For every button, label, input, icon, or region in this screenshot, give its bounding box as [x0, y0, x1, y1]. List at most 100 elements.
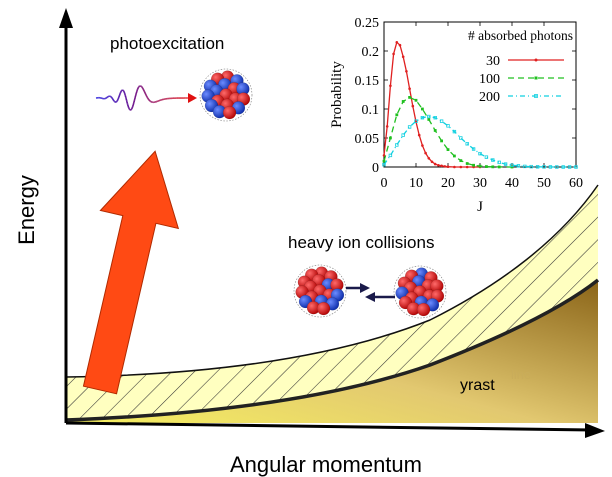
photoexcitation-label: photoexcitation: [110, 34, 224, 53]
data-point: [408, 87, 411, 90]
data-point: [421, 144, 424, 147]
data-point: [389, 136, 392, 140]
data-point: [411, 104, 415, 108]
data-point: [395, 143, 399, 147]
data-point: [420, 116, 425, 120]
y-axis-arrowhead: [59, 8, 73, 28]
data-point: [510, 163, 514, 167]
data-point: [427, 157, 431, 160]
data-point: [446, 148, 450, 151]
inset-chart: 0 10 20 30 40 50 60 0 0.05 0.1 0.15 0.2 0.25 J Probabi…: [329, 16, 583, 215]
data-point: [382, 162, 386, 167]
x-axis-label: Angular momentum: [230, 452, 422, 477]
data-point: [443, 165, 447, 168]
data-point: [401, 133, 405, 137]
data-point: [427, 114, 431, 119]
data-point: [421, 107, 424, 111]
data-point: [485, 165, 488, 168]
data-point: [392, 52, 395, 56]
legend-entry-200: 200: [479, 90, 500, 105]
data-point: [465, 162, 469, 165]
data-point: [529, 164, 533, 169]
data-point: [417, 133, 421, 137]
data-point: [401, 55, 405, 59]
data-point: [459, 136, 463, 140]
x-axis-arrowhead: [585, 423, 605, 438]
y-tick-label: 0.2: [362, 45, 380, 60]
yrast-region: [66, 280, 598, 423]
nucleus-icon: [199, 68, 253, 122]
data-point: [398, 43, 402, 47]
data-point: [516, 164, 521, 168]
data-point: [408, 96, 411, 99]
y-tick-label: 0: [372, 161, 379, 176]
data-point: [497, 160, 501, 165]
inset-y-label: Probability: [329, 61, 345, 128]
legend-marker: [534, 76, 538, 80]
legend-entry-100: 100: [479, 72, 500, 87]
data-point: [452, 129, 457, 134]
collisions-label: heavy ion collisions: [288, 233, 434, 252]
data-point: [459, 159, 463, 163]
legend-entry-30: 30: [486, 54, 500, 69]
y-tick-label: 0.15: [355, 74, 380, 89]
band-upper-boundary: [65, 184, 599, 378]
data-point: [574, 165, 578, 169]
data-point: [542, 165, 546, 169]
data-point: [407, 125, 412, 129]
data-point: [446, 124, 450, 128]
collision-arrows-icon: [346, 283, 395, 302]
data-point: [382, 154, 386, 157]
data-point: [414, 98, 418, 102]
data-point: [567, 165, 572, 169]
y-tick-label: 0.05: [355, 132, 380, 147]
data-point: [440, 164, 443, 168]
data-point: [459, 165, 463, 169]
data-point: [491, 158, 495, 162]
data-point: [471, 147, 476, 151]
data-point: [523, 164, 527, 169]
photon-wave-icon: [95, 85, 197, 111]
data-point: [427, 118, 431, 121]
x-tick-label: 20: [441, 176, 455, 191]
data-point: [382, 159, 386, 163]
data-point: [548, 165, 553, 169]
y-tick-label: 0.1: [362, 103, 380, 118]
data-point: [433, 129, 437, 132]
x-axis: [65, 421, 593, 432]
data-point: [401, 100, 405, 103]
x-tick-label: 60: [569, 176, 583, 191]
data-point: [395, 113, 399, 117]
legend-marker: [534, 94, 538, 98]
x-tick-label: 30: [473, 176, 487, 191]
x-tick-label: 10: [409, 176, 423, 191]
data-point: [388, 153, 393, 158]
yrast-line-label: line: [511, 367, 531, 382]
data-point: [472, 163, 475, 167]
data-point: [561, 165, 565, 169]
inset-plot-frame: [383, 21, 577, 168]
x-tick-label: 50: [537, 176, 551, 191]
data-point: [535, 165, 540, 169]
yrast-line: [65, 278, 600, 422]
data-point: [510, 165, 514, 169]
data-point: [555, 165, 559, 169]
data-point: [437, 163, 440, 167]
yrast-label: yrast: [460, 377, 495, 394]
data-point: [389, 84, 392, 88]
data-point: [424, 151, 427, 155]
data-point: [446, 165, 450, 169]
data-point: [430, 160, 434, 164]
x-tick-label: 40: [505, 176, 519, 191]
data-point: [414, 119, 418, 123]
series-line-200: [383, 115, 576, 168]
data-point: [385, 125, 389, 128]
projectile-nucleus-icon: [293, 264, 347, 318]
data-point: [395, 41, 399, 44]
x-tick-label: 0: [381, 176, 388, 191]
y-tick-label: 0.25: [355, 16, 380, 31]
legend-marker: [534, 58, 538, 62]
data-point: [453, 165, 456, 169]
data-point: [405, 70, 408, 73]
